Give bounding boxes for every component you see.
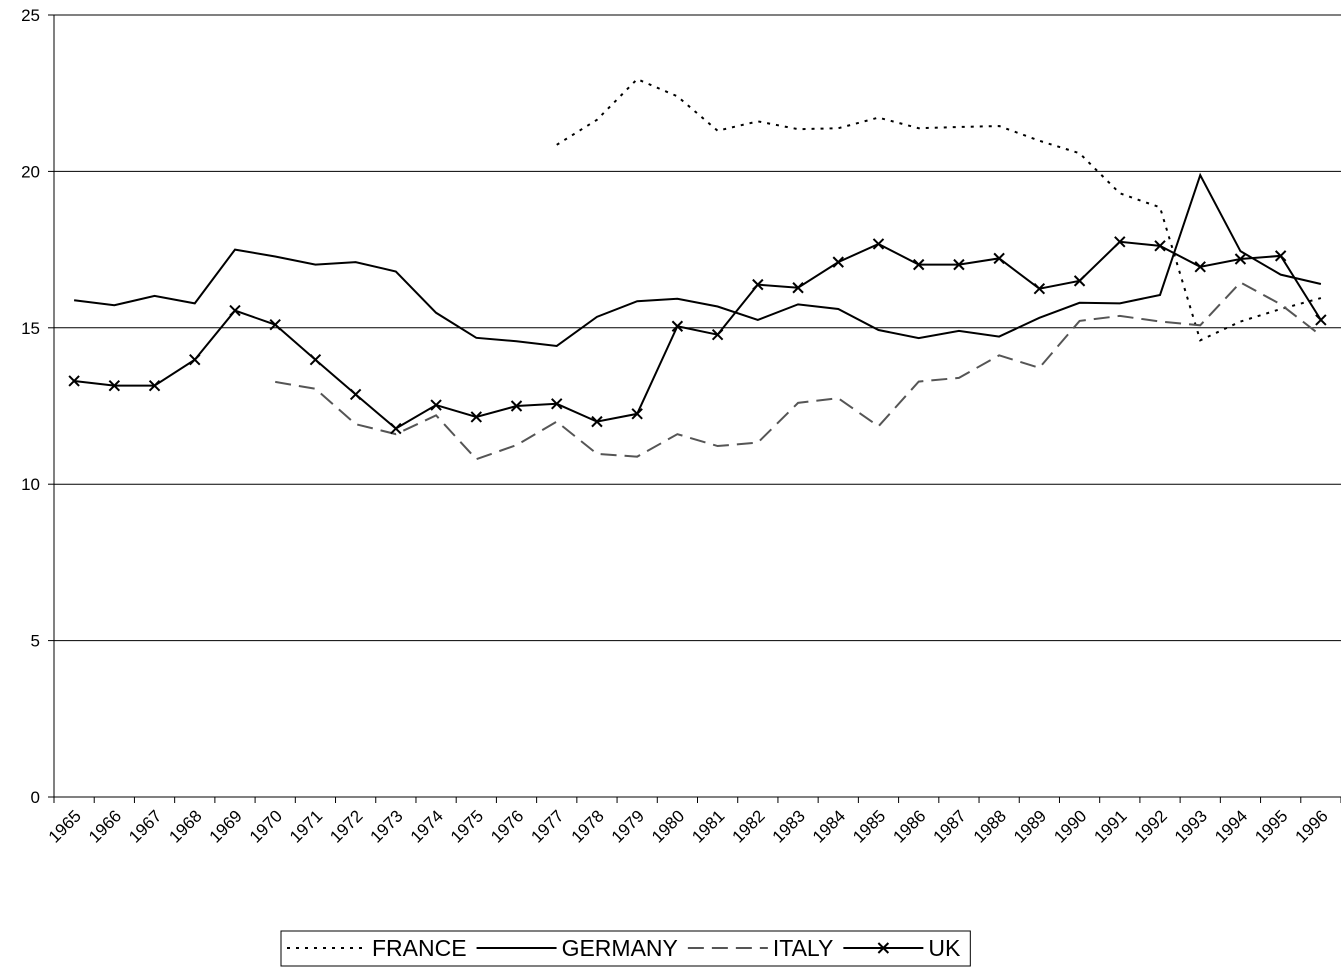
x-tick-label: 1970 xyxy=(246,806,286,846)
x-tick-label: 1984 xyxy=(809,806,849,846)
point-marker xyxy=(269,318,281,331)
legend-label: GERMANY xyxy=(562,935,678,961)
point-marker xyxy=(1315,314,1327,326)
x-tick-label: 1989 xyxy=(1010,806,1050,846)
y-tick-label: 15 xyxy=(21,319,40,338)
point-marker xyxy=(148,379,161,392)
point-marker xyxy=(470,411,483,423)
x-tick-label: 1965 xyxy=(45,806,85,846)
point-marker xyxy=(711,328,724,341)
legend-label: FRANCE xyxy=(372,935,467,961)
x-tick-label: 1978 xyxy=(568,806,608,846)
y-tick-label: 25 xyxy=(21,6,40,25)
x-tick-label: 1993 xyxy=(1171,806,1211,846)
x-tick-label: 1972 xyxy=(326,806,366,846)
point-marker xyxy=(591,415,603,428)
point-marker xyxy=(1154,240,1166,252)
x-tick-label: 1973 xyxy=(367,806,407,846)
x-tick-label: 1988 xyxy=(970,806,1010,846)
x-tick-label: 1971 xyxy=(286,806,326,846)
series-line xyxy=(73,172,1322,347)
x-tick-label: 1995 xyxy=(1251,806,1291,846)
point-marker xyxy=(631,408,643,420)
point-marker xyxy=(1194,261,1206,273)
y-tick-label: 10 xyxy=(21,475,40,494)
series-line xyxy=(556,77,1322,342)
x-tick-label: 1982 xyxy=(728,806,768,846)
point-marker xyxy=(189,353,201,366)
point-marker xyxy=(993,252,1005,265)
x-tick-label: 1977 xyxy=(527,806,567,846)
point-marker xyxy=(68,375,80,387)
x-tick-label: 1966 xyxy=(85,806,125,846)
point-marker xyxy=(510,400,523,412)
x-tick-label: 1975 xyxy=(447,806,487,846)
x-tick-label: 1979 xyxy=(608,806,648,846)
point-marker xyxy=(349,388,362,401)
point-marker xyxy=(551,398,563,410)
point-marker xyxy=(912,258,925,271)
point-marker xyxy=(872,238,885,250)
x-tick-label: 1968 xyxy=(165,806,205,846)
point-marker xyxy=(108,379,121,392)
x-tick-label: 1981 xyxy=(688,806,728,846)
point-marker xyxy=(953,258,965,271)
x-tick-label: 1974 xyxy=(407,806,447,846)
x-tick-label: 1990 xyxy=(1050,806,1090,846)
point-marker xyxy=(390,422,402,435)
point-marker xyxy=(1234,253,1247,265)
x-tick-label: 1980 xyxy=(648,806,688,846)
series-line xyxy=(275,281,1322,461)
point-marker xyxy=(1114,236,1126,248)
y-tick-label: 0 xyxy=(31,788,40,807)
point-marker xyxy=(309,353,322,366)
point-marker xyxy=(1033,282,1046,295)
legend-label: UK xyxy=(928,935,961,961)
point-marker xyxy=(832,256,844,268)
x-tick-label: 1986 xyxy=(889,806,929,846)
legend-label: ITALY xyxy=(773,935,834,961)
x-tick-label: 1992 xyxy=(1131,806,1171,846)
point-marker xyxy=(1073,275,1086,287)
x-tick-label: 1994 xyxy=(1211,806,1251,846)
x-tick-label: 1991 xyxy=(1090,806,1130,846)
x-tick-label: 1987 xyxy=(930,806,970,846)
point-marker xyxy=(671,320,684,332)
point-marker xyxy=(229,304,241,317)
series-line xyxy=(73,240,1322,430)
point-marker xyxy=(792,282,804,294)
point-marker xyxy=(430,399,442,411)
x-tick-label: 1996 xyxy=(1292,806,1332,846)
x-tick-label: 1985 xyxy=(849,806,889,846)
x-tick-label: 1967 xyxy=(125,806,165,846)
legend: FRANCE GERMANY ITALY UK xyxy=(280,930,971,967)
x-tick-label: 1983 xyxy=(769,806,809,846)
x-tick-label: 1976 xyxy=(487,806,527,846)
y-tick-label: 5 xyxy=(31,632,40,651)
x-tick-label: 1969 xyxy=(206,806,246,846)
legend-marker xyxy=(877,942,890,954)
y-tick-label: 20 xyxy=(21,162,40,181)
point-marker xyxy=(752,278,764,291)
point-marker xyxy=(1274,250,1287,262)
